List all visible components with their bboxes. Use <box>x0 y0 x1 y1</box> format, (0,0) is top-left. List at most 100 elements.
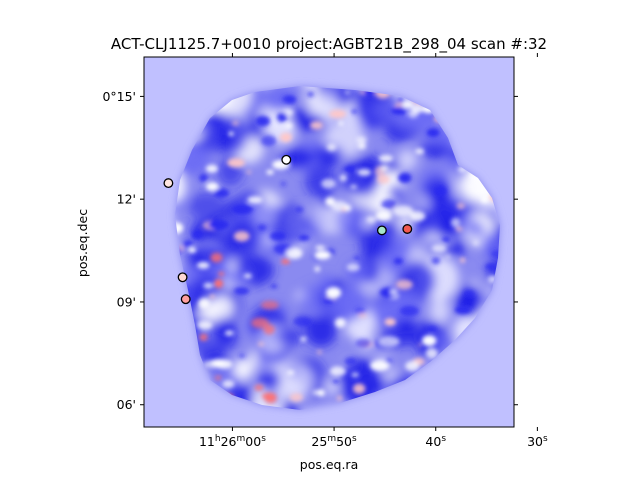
fine-blob <box>393 205 413 217</box>
fine-blob <box>399 305 420 317</box>
x-tick-label-2: 25m50s <box>311 434 357 449</box>
y-tick-label-2: 12' <box>117 192 136 207</box>
y-tick-label-4: 06' <box>117 397 136 412</box>
fine-blob <box>214 279 224 288</box>
fine-blob <box>309 121 323 130</box>
noise-blob <box>345 259 367 285</box>
fine-blob <box>396 279 413 290</box>
fine-blob <box>370 360 390 371</box>
fine-blob <box>351 372 360 378</box>
x-axis-label: pos.eq.ra <box>300 457 358 472</box>
fine-blob <box>402 100 414 109</box>
fine-blob <box>228 131 234 136</box>
fine-blob <box>325 287 342 299</box>
fine-blob <box>261 392 277 400</box>
noise-blob <box>429 298 450 325</box>
fine-blob <box>255 115 271 127</box>
noise-blob <box>264 89 292 111</box>
fine-blob <box>329 109 347 119</box>
noise-blob <box>254 357 270 371</box>
fine-blob <box>356 136 367 144</box>
fine-blob <box>344 165 356 173</box>
fine-blob <box>398 172 412 184</box>
fine-blob <box>205 164 218 173</box>
fine-blob <box>425 347 438 359</box>
fine-blob <box>344 357 357 365</box>
fine-blob <box>426 325 438 332</box>
fine-blob <box>286 247 303 259</box>
fine-blob <box>208 219 230 231</box>
source-marker-5 <box>376 225 387 236</box>
fine-blob <box>351 109 358 114</box>
y-tick-label-3: 09' <box>117 294 136 309</box>
fine-blob <box>405 360 420 372</box>
fine-blob <box>381 199 397 210</box>
fine-blob <box>358 312 367 318</box>
fine-blob <box>307 91 315 98</box>
y-axis-label: pos.eq.dec <box>75 209 90 277</box>
fine-blob <box>375 210 391 221</box>
fine-blob <box>209 294 215 299</box>
fine-blob <box>284 123 293 129</box>
fine-blob <box>243 273 252 279</box>
fine-blob <box>314 266 321 272</box>
noise-blob <box>295 222 320 238</box>
fine-blob <box>338 121 344 126</box>
fine-blob <box>393 257 404 265</box>
fine-blob <box>247 196 263 204</box>
noise-blob <box>445 241 467 256</box>
fine-blob <box>321 178 336 189</box>
fine-blob <box>415 149 425 154</box>
fine-blob <box>397 98 405 103</box>
fine-blob <box>409 211 426 222</box>
x-tick-label-3: 40s <box>425 434 446 449</box>
fine-blob <box>315 245 326 251</box>
fine-blob <box>257 224 267 232</box>
fine-blob <box>426 128 440 138</box>
x-tick-label-1: 11h26m00s <box>199 434 266 449</box>
fine-blob <box>231 204 253 215</box>
fine-blob <box>232 120 239 126</box>
fine-blob <box>281 259 290 264</box>
fine-blob <box>280 132 292 143</box>
fine-blob <box>431 244 447 253</box>
fine-blob <box>188 247 197 253</box>
fine-blob <box>276 112 288 123</box>
fine-blob <box>203 282 214 289</box>
fine-blob <box>233 231 250 242</box>
fine-blob <box>210 252 223 263</box>
fine-blob <box>294 206 304 214</box>
fine-blob <box>312 389 324 396</box>
fine-blob <box>227 158 245 168</box>
fine-blob <box>198 298 210 309</box>
chart-title: ACT-CLJ1125.7+0010 project:AGBT21B_298_0… <box>111 35 547 54</box>
fine-blob <box>323 297 334 304</box>
fine-blob <box>269 231 286 241</box>
fine-blob <box>481 196 489 203</box>
fine-blob <box>357 168 372 177</box>
noise-blob <box>277 328 303 345</box>
fine-blob <box>261 135 277 147</box>
fine-blob <box>336 395 343 401</box>
fine-blob <box>454 305 472 315</box>
noise-blob <box>388 183 404 203</box>
fine-blob <box>298 234 310 241</box>
fine-blob <box>287 370 295 375</box>
noise-blob <box>208 300 224 313</box>
fine-blob <box>434 185 447 197</box>
fine-blob <box>339 174 347 182</box>
fine-blob <box>300 336 307 342</box>
fine-blob <box>378 336 400 347</box>
y-axis-ticks: 0°15' 12' 09' 06' <box>102 89 518 412</box>
fine-blob <box>270 284 278 289</box>
fine-blob <box>341 207 347 212</box>
fine-blob <box>254 384 264 391</box>
fine-blob <box>350 184 358 189</box>
fine-blob <box>456 202 465 210</box>
fine-blob <box>411 104 424 114</box>
fine-blob <box>390 288 398 296</box>
y-tick-label-1: 0°15' <box>102 89 136 104</box>
fine-blob <box>314 251 331 260</box>
noise-blob <box>386 160 402 173</box>
